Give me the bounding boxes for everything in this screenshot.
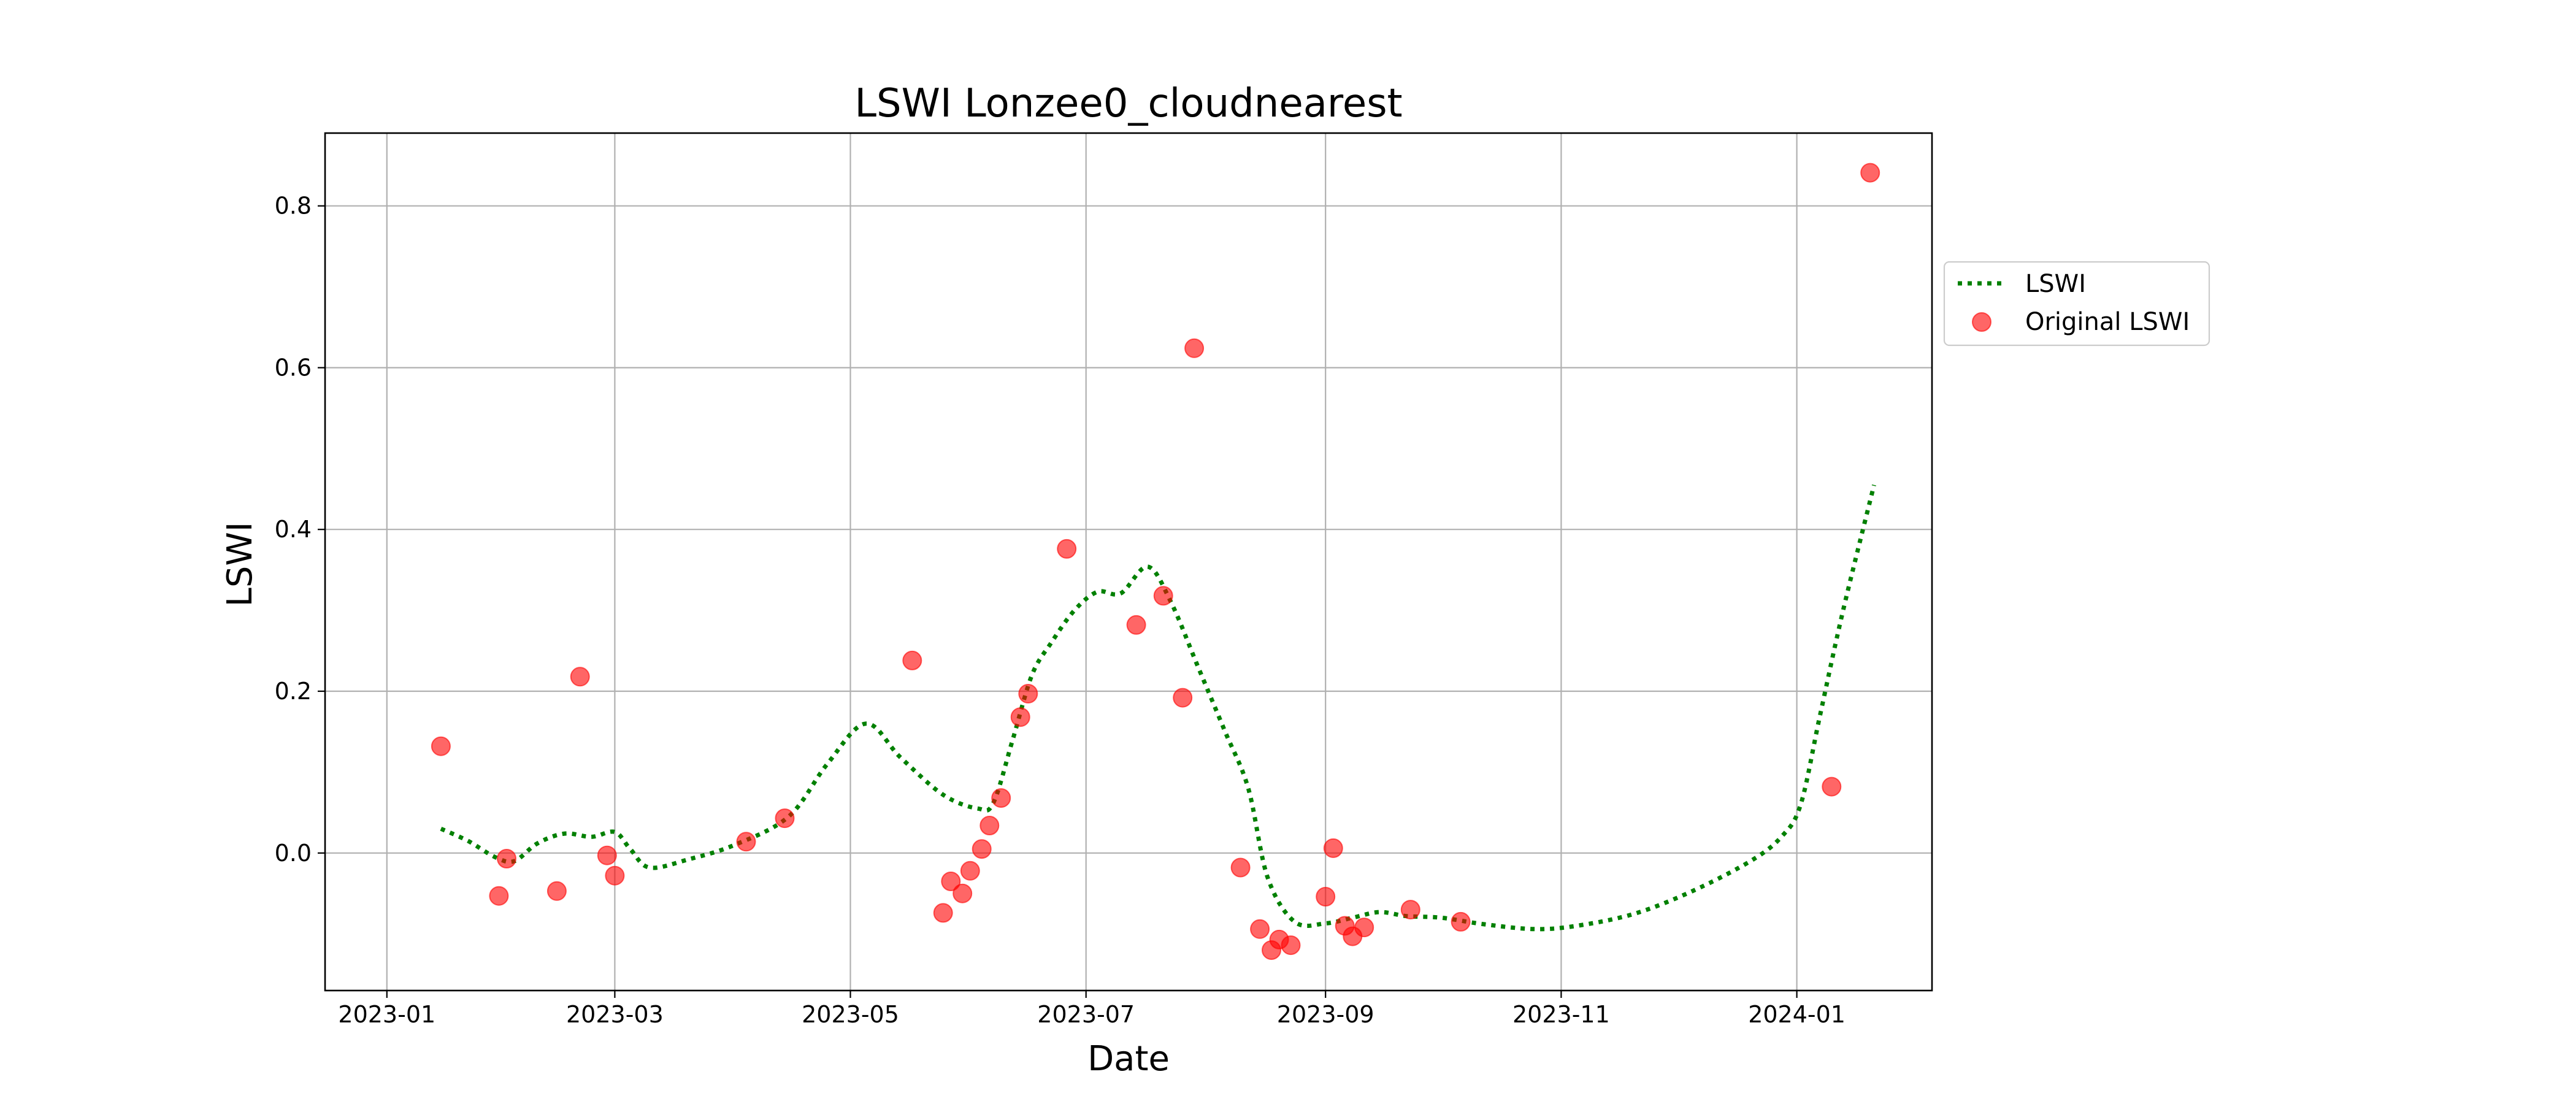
x-tick-label: 2023-07 (1037, 1001, 1135, 1028)
y-tick-label: 0.4 (275, 516, 312, 543)
original-lswi-point (1323, 838, 1343, 858)
y-tick-label: 0.6 (275, 355, 312, 381)
legend-marker-swatch (1972, 312, 1991, 332)
original-lswi-point (1400, 900, 1420, 920)
original-lswi-point (431, 736, 451, 756)
original-lswi-point (736, 832, 756, 852)
original-lswi-point (1822, 776, 1842, 797)
original-lswi-point (941, 872, 961, 891)
original-lswi-point (605, 865, 625, 886)
y-axis-title: LSWI (220, 522, 260, 607)
original-lswi-point (1451, 911, 1471, 932)
y-axis: 0.0 0.2 0.4 0.6 0.8 (275, 193, 325, 867)
x-tick-label: 2023-03 (566, 1001, 664, 1028)
original-lswi-point (902, 650, 922, 670)
x-axis-title: Date (1087, 1039, 1170, 1079)
grid (325, 133, 1932, 991)
x-tick-label: 2023-01 (338, 1001, 435, 1028)
original-lswi-point (1860, 163, 1880, 183)
chart-title: LSWI Lonzee0_cloudnearest (854, 81, 1402, 126)
original-lswi-point (1018, 684, 1038, 703)
original-lswi-point (953, 883, 973, 903)
original-lswi-point (1126, 615, 1146, 635)
x-axis: 2023-01 2023-03 2023-05 2023-07 2023-09 2023-… (338, 991, 1846, 1028)
original-lswi-point (1010, 707, 1030, 727)
legend-label-original-lswi: Original LSWI (2025, 308, 2190, 336)
original-lswi-point (1281, 935, 1301, 956)
original-lswi-point (775, 808, 795, 829)
original-lswi-point (1057, 539, 1077, 559)
legend: LSWI Original LSWI (1943, 261, 2210, 347)
original-lswi-point (570, 667, 590, 687)
plot-frame (324, 132, 1933, 992)
original-lswi-point (979, 816, 1000, 835)
original-lswi-point (597, 845, 617, 865)
original-lswi-point (1184, 338, 1205, 358)
legend-frame (1943, 261, 2210, 347)
original-lswi-point (960, 861, 980, 881)
original-lswi-series (431, 163, 1880, 960)
y-tick-label: 0.8 (275, 193, 312, 220)
lswi-line (440, 484, 1876, 932)
y-tick-label: 0.0 (275, 840, 312, 867)
original-lswi-point (1173, 688, 1193, 708)
x-tick-label: 2023-09 (1277, 1001, 1374, 1028)
original-lswi-point (933, 903, 953, 923)
original-lswi-point (1354, 918, 1374, 938)
original-lswi-point (1153, 586, 1173, 606)
original-lswi-point (497, 849, 516, 868)
x-tick-label: 2023-11 (1512, 1001, 1610, 1028)
original-lswi-point (1230, 857, 1251, 878)
original-lswi-point (1316, 887, 1336, 907)
original-lswi-point (972, 839, 992, 859)
original-lswi-point (546, 881, 567, 901)
original-lswi-point (1250, 919, 1270, 939)
original-lswi-point (489, 886, 509, 906)
original-lswi-point (991, 788, 1011, 808)
lswi-series (440, 484, 1876, 932)
x-tick-label: 2023-05 (802, 1001, 899, 1028)
y-tick-label: 0.2 (275, 678, 312, 705)
x-tick-label: 2024-01 (1748, 1001, 1846, 1028)
plot-area-background (325, 133, 1932, 991)
legend-label-lswi: LSWI (2025, 270, 2086, 298)
